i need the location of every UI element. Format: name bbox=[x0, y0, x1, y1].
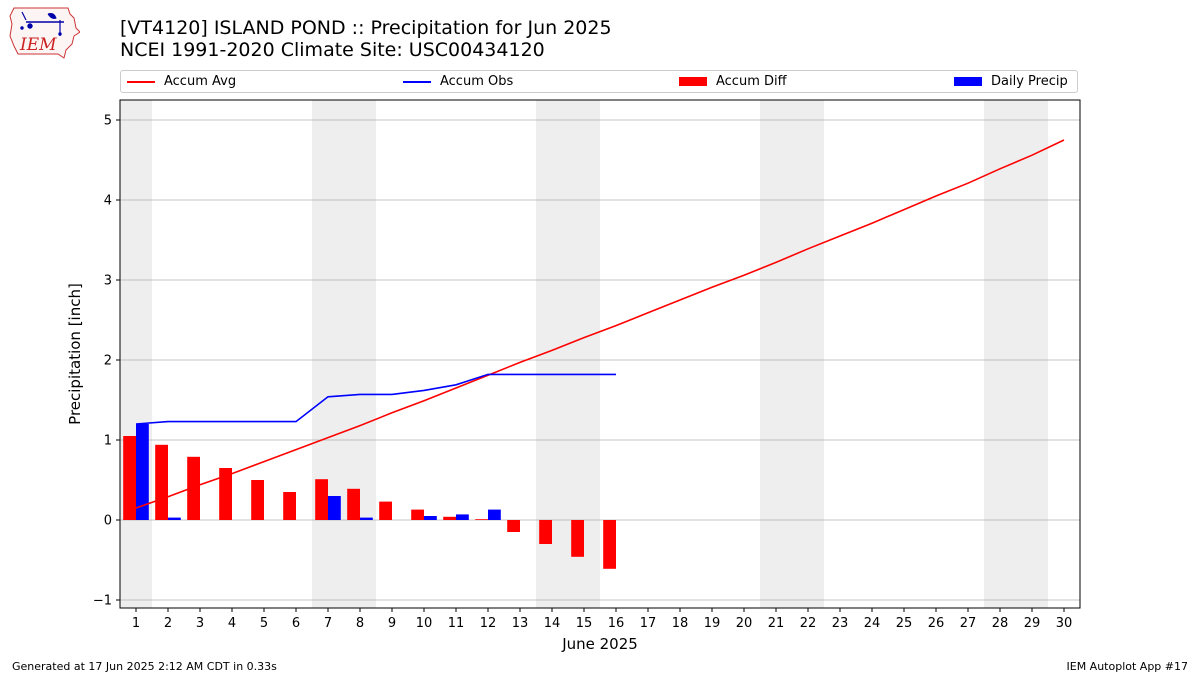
x-tick-label: 24 bbox=[864, 616, 881, 631]
legend-item-accum-obs: Accum Obs bbox=[403, 71, 513, 92]
accum-diff-bar bbox=[123, 436, 136, 520]
accum-diff-bar bbox=[283, 492, 296, 520]
y-tick-label: 0 bbox=[104, 514, 112, 529]
x-tick-label: 21 bbox=[768, 616, 785, 631]
x-tick-label: 7 bbox=[324, 616, 332, 631]
app-credit: IEM Autoplot App #17 bbox=[1066, 660, 1189, 673]
accum-diff-bar bbox=[347, 488, 360, 520]
accum-diff-bar bbox=[571, 520, 584, 557]
x-tick-label: 26 bbox=[928, 616, 945, 631]
x-tick-label: 22 bbox=[800, 616, 817, 631]
y-tick-label: 4 bbox=[104, 194, 112, 209]
legend-label-accum-avg: Accum Avg bbox=[164, 74, 237, 89]
y-tick-label: 3 bbox=[104, 274, 112, 289]
daily-precip-bar bbox=[424, 516, 437, 520]
accum-diff-bar bbox=[251, 480, 264, 520]
accum-diff-bar bbox=[443, 516, 456, 520]
weekend-band-0 bbox=[120, 100, 152, 608]
y-tick-label: 1 bbox=[104, 434, 112, 449]
accum-diff-bar bbox=[539, 520, 552, 544]
x-tick-label: 15 bbox=[576, 616, 593, 631]
gridlines bbox=[120, 119, 1080, 601]
weekend-band-3 bbox=[760, 100, 824, 608]
x-tick-label: 27 bbox=[960, 616, 977, 631]
accum-diff-bar bbox=[475, 519, 488, 520]
legend-swatch-daily-precip bbox=[954, 77, 982, 86]
x-tick-label: 1 bbox=[132, 616, 140, 631]
bar-marks bbox=[123, 424, 616, 569]
x-tick-label: 12 bbox=[480, 616, 497, 631]
daily-precip-bar bbox=[328, 496, 341, 520]
chart-title: [VT4120] ISLAND POND :: Precipitation fo… bbox=[120, 17, 612, 39]
x-tick-label: 4 bbox=[228, 616, 236, 631]
weekend-band-1 bbox=[312, 100, 376, 608]
daily-precip-bar bbox=[136, 424, 149, 520]
x-tick-label: 11 bbox=[448, 616, 465, 631]
x-tick-label: 2 bbox=[164, 616, 172, 631]
chart-subtitle: NCEI 1991-2020 Climate Site: USC00434120 bbox=[120, 39, 545, 61]
weekend-band-4 bbox=[984, 100, 1048, 608]
y-tick-label: 5 bbox=[104, 114, 112, 129]
x-tick-label: 17 bbox=[640, 616, 657, 631]
weather-icons bbox=[20, 11, 64, 36]
x-tick-label: 6 bbox=[292, 616, 300, 631]
chart-legend: Accum Avg Accum Obs Accum Diff Daily Pre… bbox=[120, 70, 1078, 93]
x-tick-label: 19 bbox=[704, 616, 721, 631]
legend-label-daily-precip: Daily Precip bbox=[991, 74, 1068, 89]
x-tick-label: 25 bbox=[896, 616, 913, 631]
accum-diff-bar bbox=[507, 520, 520, 532]
daily-precip-bar bbox=[360, 517, 373, 520]
x-tick-label: 14 bbox=[544, 616, 561, 631]
accum-diff-bar bbox=[603, 520, 616, 569]
legend-item-daily-precip: Daily Precip bbox=[954, 71, 1068, 92]
weekend-bands bbox=[120, 100, 1048, 608]
plot-frame bbox=[119, 99, 1081, 609]
accum-diff-bar bbox=[155, 444, 168, 520]
daily-precip-bar bbox=[168, 517, 181, 520]
accum-diff-bar bbox=[187, 456, 200, 520]
y-tick-label: 2 bbox=[104, 354, 112, 369]
daily-precip-bar bbox=[488, 509, 501, 520]
accum-diff-bar bbox=[219, 468, 232, 520]
x-tick-label: 13 bbox=[512, 616, 529, 631]
legend-swatch-accum-obs bbox=[403, 80, 431, 83]
x-tick-label: 3 bbox=[196, 616, 204, 631]
x-tick-label: 20 bbox=[736, 616, 753, 631]
x-axis-label: June 2025 bbox=[561, 635, 638, 653]
x-axis: 1 2 3 4 5 6 7 8 9 10 11 12 13 14 15 16 17 18 19 20 21 22 23 24 2… bbox=[132, 608, 1072, 631]
x-tick-label: 23 bbox=[832, 616, 849, 631]
iem-logo: IEM bbox=[9, 7, 80, 59]
x-tick-label: 10 bbox=[416, 616, 433, 631]
accum-diff-bar bbox=[315, 479, 328, 520]
x-tick-label: 30 bbox=[1056, 616, 1073, 631]
legend-label-accum-diff: Accum Diff bbox=[716, 74, 787, 89]
y-tick-label: −1 bbox=[93, 594, 112, 609]
x-tick-label: 18 bbox=[672, 616, 689, 631]
legend-swatch-accum-diff bbox=[679, 77, 707, 86]
y-axis-label: Precipitation [inch] bbox=[66, 283, 84, 425]
x-tick-label: 28 bbox=[992, 616, 1009, 631]
legend-label-accum-obs: Accum Obs bbox=[440, 74, 514, 89]
legend-item-accum-avg: Accum Avg bbox=[127, 71, 236, 92]
generated-timestamp: Generated at 17 Jun 2025 2:12 AM CDT in … bbox=[12, 660, 277, 673]
daily-precip-bar bbox=[456, 514, 469, 520]
accum-avg-line bbox=[135, 139, 1065, 509]
accum-diff-bar bbox=[411, 509, 424, 520]
x-tick-label: 8 bbox=[356, 616, 364, 631]
logo-text: IEM bbox=[19, 35, 57, 55]
y-axis: −1 0 1 2 3 4 5 bbox=[93, 114, 120, 609]
accum-obs-line bbox=[135, 373, 616, 425]
accum-diff-bar bbox=[379, 501, 392, 520]
x-tick-label: 16 bbox=[608, 616, 625, 631]
legend-item-accum-diff: Accum Diff bbox=[679, 71, 787, 92]
x-tick-label: 9 bbox=[388, 616, 396, 631]
legend-swatch-accum-avg bbox=[127, 80, 155, 83]
x-tick-label: 29 bbox=[1024, 616, 1041, 631]
x-tick-label: 5 bbox=[260, 616, 268, 631]
line-marks bbox=[135, 139, 1065, 509]
